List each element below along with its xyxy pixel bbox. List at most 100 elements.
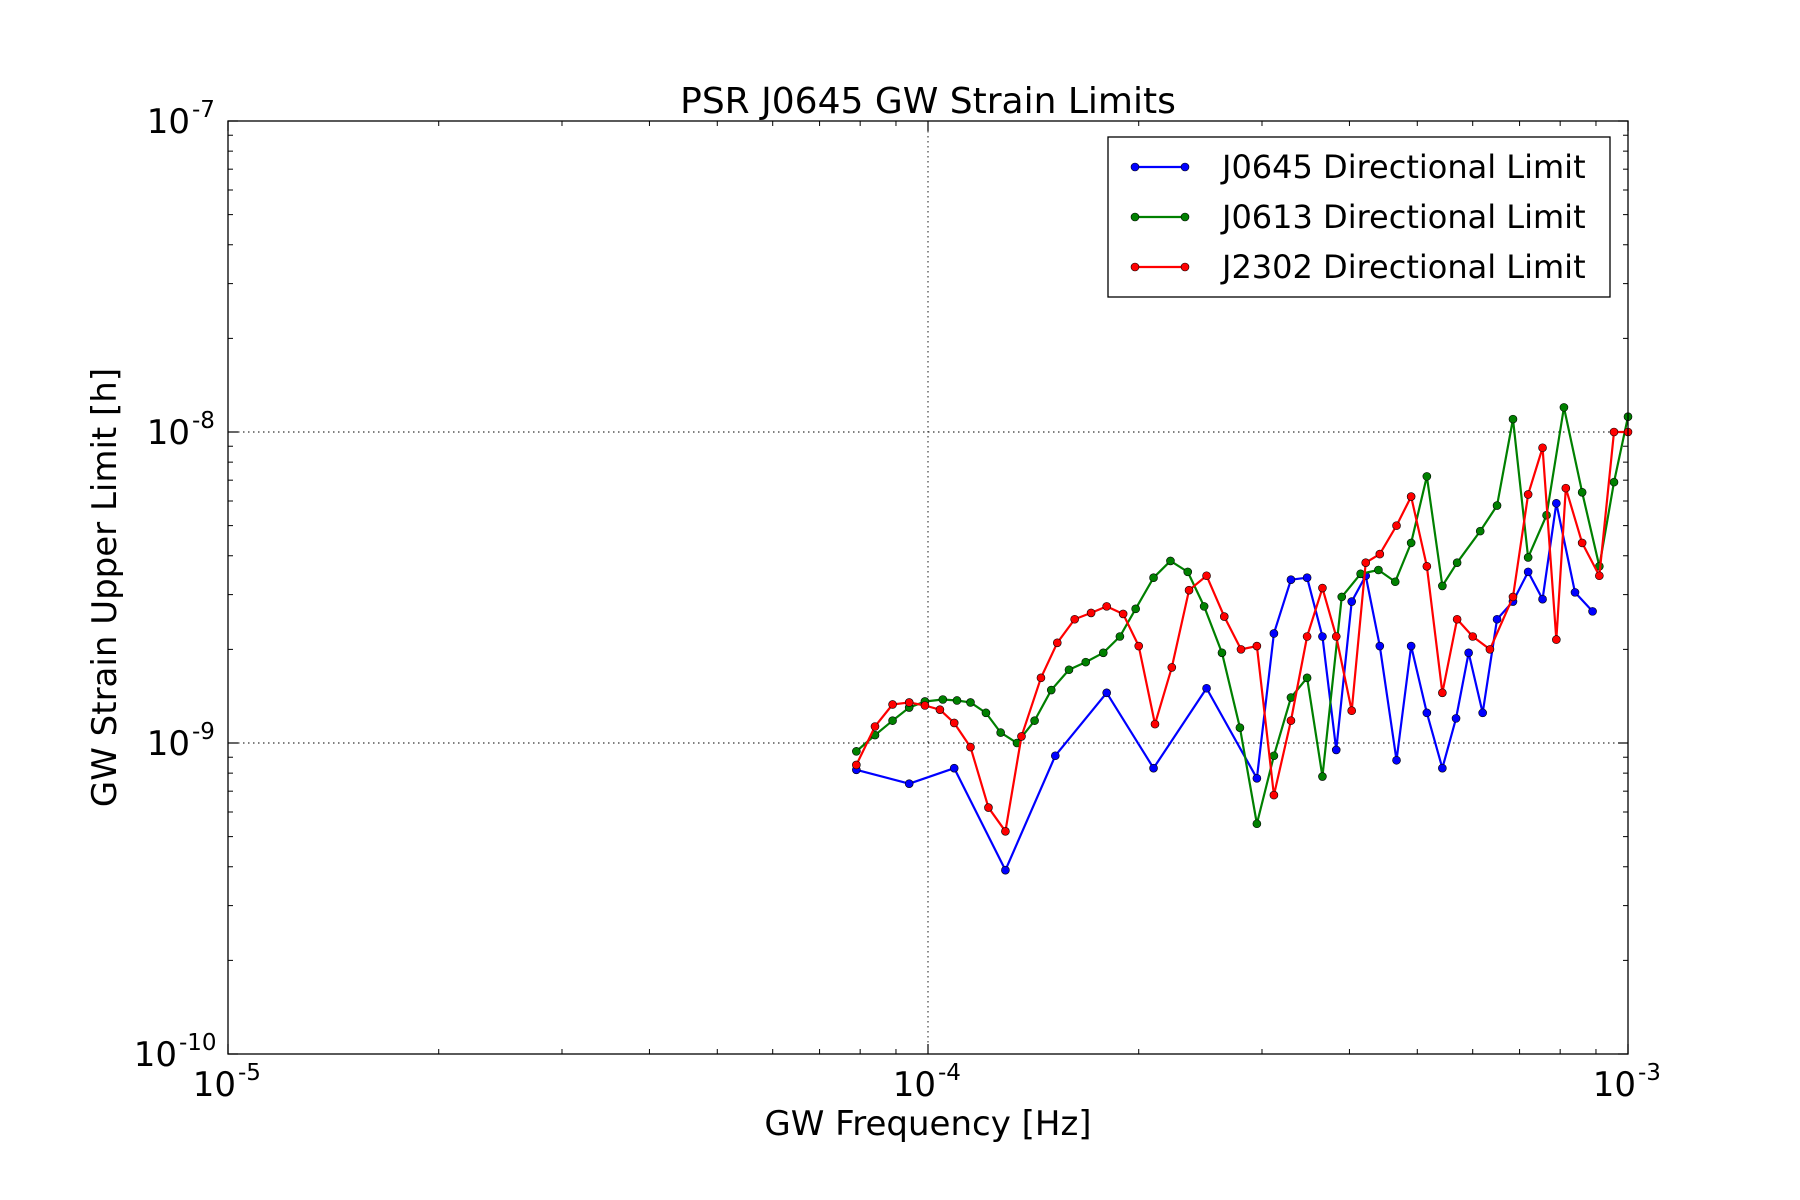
x-tick-label-exponent: -5 — [238, 1060, 261, 1086]
data-point — [1609, 477, 1619, 487]
data-point — [1523, 553, 1533, 562]
data-point — [1508, 414, 1518, 424]
legend-entry: J2302 Directional Limit — [1130, 248, 1586, 286]
data-point — [1302, 673, 1312, 683]
y-tick-label: 10 -8 — [147, 408, 215, 453]
x-tick-label-base: 10 — [193, 1065, 236, 1105]
data-point — [1552, 635, 1561, 644]
data-point — [1001, 865, 1010, 875]
data-point — [1269, 629, 1279, 638]
plot-frame — [227, 120, 1629, 1055]
data-point — [1577, 538, 1587, 548]
y-tick-label-exponent: -7 — [192, 97, 215, 123]
data-point — [1030, 716, 1039, 725]
data-point — [1098, 648, 1108, 658]
data-point — [1217, 648, 1227, 658]
data-point — [1552, 498, 1561, 508]
data-point — [1118, 609, 1128, 619]
data-point — [1318, 583, 1327, 593]
data-point — [996, 728, 1005, 737]
data-point — [1375, 549, 1385, 559]
data-point — [1390, 577, 1400, 587]
y-tick-label-exponent: -8 — [192, 408, 215, 434]
data-point — [966, 698, 975, 707]
data-point — [904, 779, 914, 788]
data-point — [1508, 592, 1518, 602]
data-point — [1492, 501, 1502, 510]
y-tick-label: 10 -10 — [134, 1030, 217, 1075]
data-point — [1374, 565, 1383, 575]
legend-box — [1107, 136, 1611, 298]
data-point — [1485, 645, 1495, 654]
data-point — [1150, 719, 1160, 729]
data-point — [1183, 567, 1193, 577]
x-tick-label-exponent: -4 — [938, 1060, 961, 1086]
data-point — [1492, 614, 1502, 624]
data-point — [888, 700, 897, 709]
data-point — [1438, 688, 1447, 698]
data-point — [1184, 585, 1194, 595]
series-1 — [852, 498, 1597, 875]
y-tick-label: 10 -9 — [147, 719, 215, 764]
legend-marker — [1180, 212, 1190, 222]
data-point — [1252, 641, 1262, 651]
data-point — [1422, 472, 1432, 481]
data-point — [870, 722, 880, 731]
data-point — [1438, 581, 1447, 591]
data-point — [984, 803, 993, 812]
data-point — [1017, 732, 1026, 741]
data-point — [1318, 772, 1327, 781]
data-point — [1167, 663, 1177, 672]
data-series — [852, 403, 1633, 875]
data-point — [1202, 683, 1211, 693]
data-point — [1452, 614, 1462, 624]
data-point — [1318, 632, 1327, 641]
data-point — [966, 742, 975, 752]
data-point — [1609, 427, 1619, 437]
data-point — [1347, 706, 1357, 716]
legend-entry: J0613 Directional Limit — [1130, 198, 1586, 236]
data-point — [1478, 708, 1487, 718]
data-point — [1422, 561, 1432, 571]
data-point — [1046, 685, 1056, 695]
data-point — [1561, 483, 1571, 493]
data-point — [1081, 657, 1091, 667]
data-point — [1406, 641, 1416, 651]
data-point — [1269, 790, 1279, 800]
data-point — [1595, 571, 1604, 581]
legend-label: J0613 Directional Limit — [1220, 198, 1586, 236]
series-2 — [852, 403, 1633, 829]
data-point — [949, 718, 959, 728]
data-point — [1199, 602, 1209, 611]
data-point — [1452, 558, 1462, 567]
data-point — [1131, 604, 1140, 614]
data-point — [1102, 602, 1111, 611]
data-point — [1538, 594, 1547, 604]
data-point — [1286, 575, 1296, 585]
x-tick-label-base: 10 — [893, 1065, 936, 1105]
data-point — [1134, 641, 1144, 651]
y-tick-label-exponent: -9 — [192, 719, 215, 745]
legend-marker — [1130, 262, 1140, 272]
data-point — [949, 763, 959, 773]
data-point — [1337, 592, 1347, 602]
data-point — [1064, 665, 1074, 675]
data-point — [852, 747, 861, 756]
data-point — [1577, 487, 1587, 497]
data-point — [1468, 632, 1478, 641]
data-point — [1001, 827, 1010, 836]
data-point — [1392, 521, 1401, 530]
legend-label: J2302 Directional Limit — [1220, 248, 1586, 286]
data-point — [1361, 558, 1371, 567]
data-point — [1331, 632, 1341, 641]
data-point — [1052, 638, 1062, 648]
data-point — [1392, 755, 1401, 765]
data-point — [935, 705, 945, 714]
data-point — [1406, 492, 1416, 501]
data-point — [1375, 641, 1385, 651]
data-point — [904, 698, 914, 707]
data-point — [1588, 607, 1597, 616]
data-point — [1236, 645, 1246, 654]
